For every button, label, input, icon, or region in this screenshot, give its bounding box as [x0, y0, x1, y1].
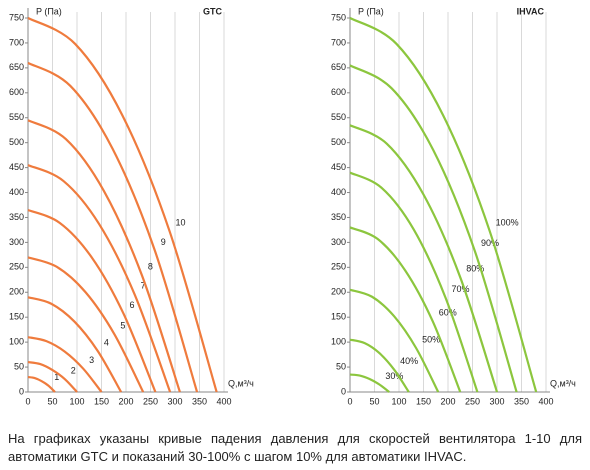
y-tick-label: 50 — [14, 361, 24, 371]
curve — [349, 226, 462, 393]
curve-label: 3 — [89, 355, 94, 365]
chart-title: GTC — [203, 6, 222, 16]
curve-label: 4 — [104, 337, 109, 347]
x-tick-label: 400 — [538, 396, 553, 406]
curve — [349, 64, 518, 393]
x-tick-label: 350 — [514, 396, 529, 406]
x-tick-label: 100 — [391, 396, 406, 406]
curve — [27, 61, 199, 393]
y-tick-label: 300 — [9, 237, 24, 247]
curve-label: 60% — [439, 308, 457, 318]
curve — [27, 119, 181, 393]
curve — [27, 208, 157, 393]
curve-label: 8 — [148, 262, 153, 272]
y-tick-label: 550 — [9, 112, 24, 122]
curve — [27, 375, 56, 393]
y-tick-label: 150 — [9, 312, 24, 322]
x-tick-label: 50 — [47, 396, 57, 406]
y-tick-label: 600 — [331, 87, 346, 97]
x-tick-label: 100 — [69, 396, 84, 406]
curve — [349, 171, 479, 393]
y-tick-label: 250 — [9, 262, 24, 272]
curve-label: 7 — [141, 281, 146, 291]
x-tick-label: 400 — [216, 396, 231, 406]
curve-label: 90% — [481, 238, 499, 248]
curve — [27, 256, 145, 393]
curve — [349, 17, 538, 393]
y-tick-label: 650 — [9, 62, 24, 72]
y-tick-label: 500 — [331, 137, 346, 147]
x-tick-label: 300 — [167, 396, 182, 406]
x-tick-label: 150 — [416, 396, 431, 406]
y-tick-label: 750 — [9, 12, 24, 22]
curve — [27, 164, 172, 393]
y-tick-label: 600 — [9, 87, 24, 97]
y-tick-label: 450 — [331, 162, 346, 172]
y-tick-label: 0 — [19, 386, 24, 396]
curve-label: 5 — [120, 321, 125, 331]
curve-label: 80% — [466, 264, 484, 274]
y-tick-label: 700 — [9, 37, 24, 47]
y-tick-label: 50 — [336, 361, 346, 371]
y-tick-label: 200 — [9, 287, 24, 297]
x-tick-label: 350 — [192, 396, 207, 406]
curve — [27, 17, 218, 393]
y-axis-label: P (Па) — [358, 6, 384, 16]
caption: На графиках указаны кривые падения давле… — [8, 431, 582, 464]
y-tick-label: 400 — [331, 187, 346, 197]
y-tick-label: 400 — [9, 187, 24, 197]
curve-label: 30% — [385, 371, 403, 381]
curve-label: 2 — [71, 365, 76, 375]
curve-label: 70% — [452, 284, 470, 294]
curve — [349, 338, 410, 393]
x-tick-label: 250 — [465, 396, 480, 406]
curve-label: 1 — [54, 372, 59, 382]
x-tick-label: 300 — [489, 396, 504, 406]
y-tick-label: 350 — [331, 212, 346, 222]
y-tick-label: 350 — [9, 212, 24, 222]
curve — [349, 288, 440, 393]
curve — [27, 296, 123, 393]
y-tick-label: 300 — [331, 237, 346, 247]
y-tick-label: 250 — [331, 262, 346, 272]
x-tick-label: 200 — [440, 396, 455, 406]
y-tick-label: 0 — [341, 386, 346, 396]
x-tick-label: 150 — [94, 396, 109, 406]
chart-title: IHVAC — [517, 6, 545, 16]
curve-label: 100% — [496, 217, 519, 227]
curve-label: 40% — [400, 356, 418, 366]
curve-label: 50% — [422, 334, 440, 344]
y-tick-label: 750 — [331, 12, 346, 22]
x-tick-label: 50 — [369, 396, 379, 406]
curve-label: 9 — [161, 237, 166, 247]
x-axis-label: Q,м³/ч — [228, 378, 254, 388]
x-tick-label: 0 — [25, 396, 30, 406]
y-tick-label: 650 — [331, 62, 346, 72]
curve — [27, 336, 103, 393]
curve-label: 6 — [130, 300, 135, 310]
y-tick-label: 100 — [9, 337, 24, 347]
curve — [349, 124, 499, 393]
x-tick-label: 200 — [118, 396, 133, 406]
x-tick-label: 250 — [143, 396, 158, 406]
y-tick-label: 200 — [331, 287, 346, 297]
x-axis-label: Q,м³/ч — [550, 378, 576, 388]
y-axis-label: P (Па) — [36, 6, 62, 16]
y-tick-label: 450 — [9, 162, 24, 172]
charts: 0 50 100 150 200 250 300 350 4000501001502002503… — [9, 6, 576, 406]
curve — [349, 373, 390, 393]
y-tick-label: 500 — [9, 137, 24, 147]
x-tick-label: 0 — [347, 396, 352, 406]
y-tick-label: 700 — [331, 37, 346, 47]
curve — [27, 360, 78, 393]
y-tick-label: 150 — [331, 312, 346, 322]
y-tick-label: 550 — [331, 112, 346, 122]
curve-label: 10 — [175, 217, 185, 227]
y-tick-label: 100 — [331, 337, 346, 347]
